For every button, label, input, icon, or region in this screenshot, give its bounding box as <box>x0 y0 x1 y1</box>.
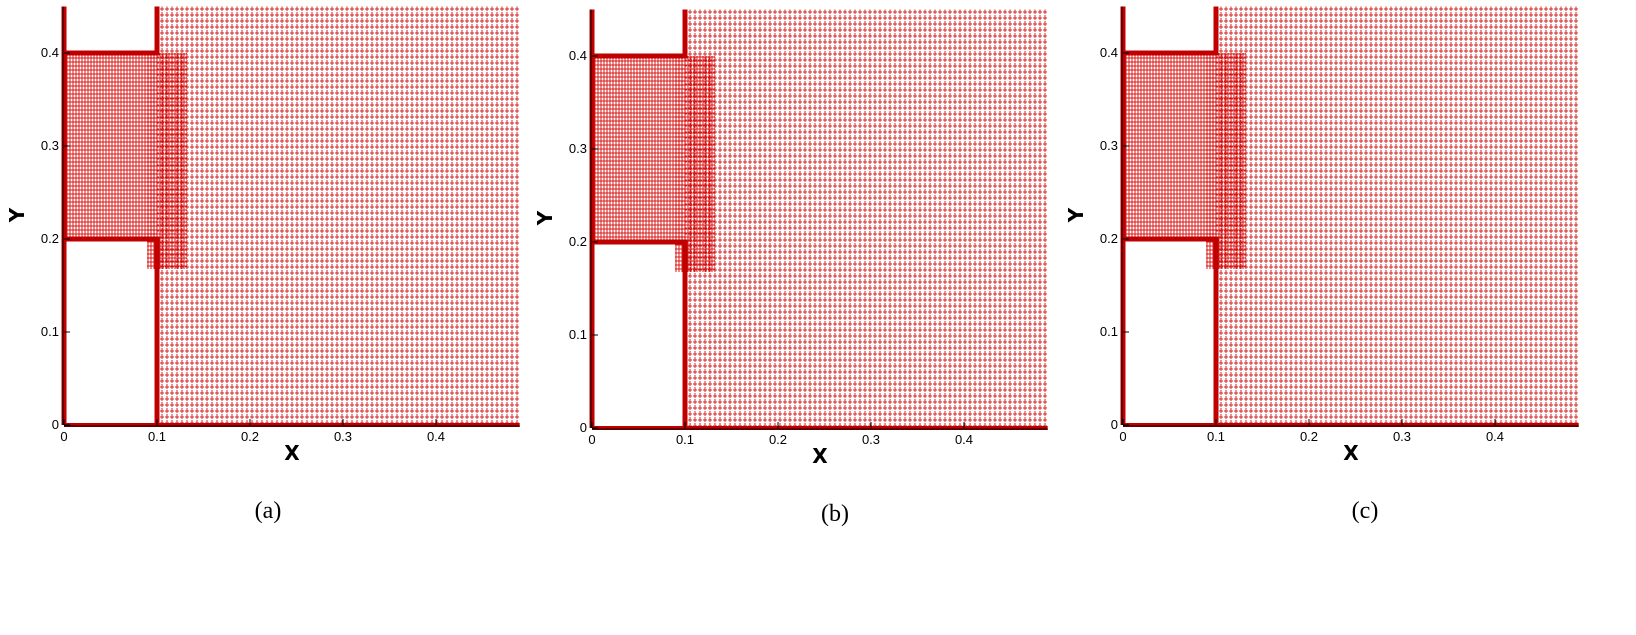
x-tick-label: 0.1 <box>1207 429 1225 444</box>
wall <box>64 6 160 56</box>
caption: (c) <box>1352 498 1379 524</box>
vector-plot: 0 0.1 0.2 0.3 0.4 0 0.1 0.2 0.3 0.4 X Y (a) <box>5 6 520 524</box>
wall <box>1123 6 1219 56</box>
x-tick-label: 0.4 <box>955 432 973 447</box>
x-tick-label: 0.3 <box>1393 429 1411 444</box>
vector-field <box>675 56 715 272</box>
y-tick-label: 0.2 <box>569 234 587 249</box>
x-tick-label: 0.4 <box>427 429 445 444</box>
y-tick-label: 0.1 <box>1100 324 1118 339</box>
y-tick-label: 0 <box>52 417 59 432</box>
x-tick-label: 0 <box>1119 429 1126 444</box>
vector-field <box>592 56 685 242</box>
x-tick-label: 0.1 <box>676 432 694 447</box>
vector-plot: 0 0.1 0.2 0.3 0.4 0 0.1 0.2 0.3 0.4 X Y (c) <box>1064 6 1579 524</box>
x-tick-label: 0 <box>588 432 595 447</box>
x-tick-label: 0.2 <box>241 429 259 444</box>
x-tick-label: 0 <box>60 429 67 444</box>
x-tick-label: 0.1 <box>148 429 166 444</box>
x-axis-title: X <box>284 441 300 465</box>
vector-field <box>1123 53 1216 239</box>
y-tick-label: 0.3 <box>569 141 587 156</box>
y-tick-label: 0 <box>580 420 587 435</box>
x-tick-label: 0.3 <box>862 432 880 447</box>
vector-plot: 0 0.1 0.2 0.3 0.4 0 0.1 0.2 0.3 0.4 X Y (b) <box>533 9 1048 527</box>
wall <box>592 9 688 59</box>
y-axis-title: Y <box>533 210 557 226</box>
y-axis-title: Y <box>5 207 29 223</box>
y-tick-label: 0.4 <box>41 45 59 60</box>
vector-field <box>685 9 1048 428</box>
x-tick-label: 0.4 <box>1486 429 1504 444</box>
vector-field <box>64 53 157 239</box>
y-tick-label: 0.4 <box>1100 45 1118 60</box>
y-axis-title: Y <box>1064 207 1088 223</box>
y-tick-label: 0 <box>1111 417 1118 432</box>
vector-field <box>157 6 520 425</box>
vector-field <box>1206 53 1246 269</box>
y-tick-label: 0.4 <box>569 48 587 63</box>
wall <box>64 236 160 425</box>
y-tick-label: 0.3 <box>1100 138 1118 153</box>
x-axis-title: X <box>812 444 828 468</box>
caption: (b) <box>821 501 849 527</box>
x-tick-label: 0.2 <box>769 432 787 447</box>
vector-field <box>1216 6 1579 425</box>
y-tick-label: 0.3 <box>41 138 59 153</box>
wall <box>592 239 688 428</box>
x-axis-title: X <box>1343 441 1359 465</box>
wall <box>1123 236 1219 425</box>
vector-field <box>147 53 187 269</box>
x-tick-label: 0.2 <box>1300 429 1318 444</box>
y-tick-label: 0.2 <box>1100 231 1118 246</box>
y-tick-label: 0.2 <box>41 231 59 246</box>
y-tick-label: 0.1 <box>569 327 587 342</box>
caption: (a) <box>255 498 282 524</box>
y-tick-label: 0.1 <box>41 324 59 339</box>
x-tick-label: 0.3 <box>334 429 352 444</box>
